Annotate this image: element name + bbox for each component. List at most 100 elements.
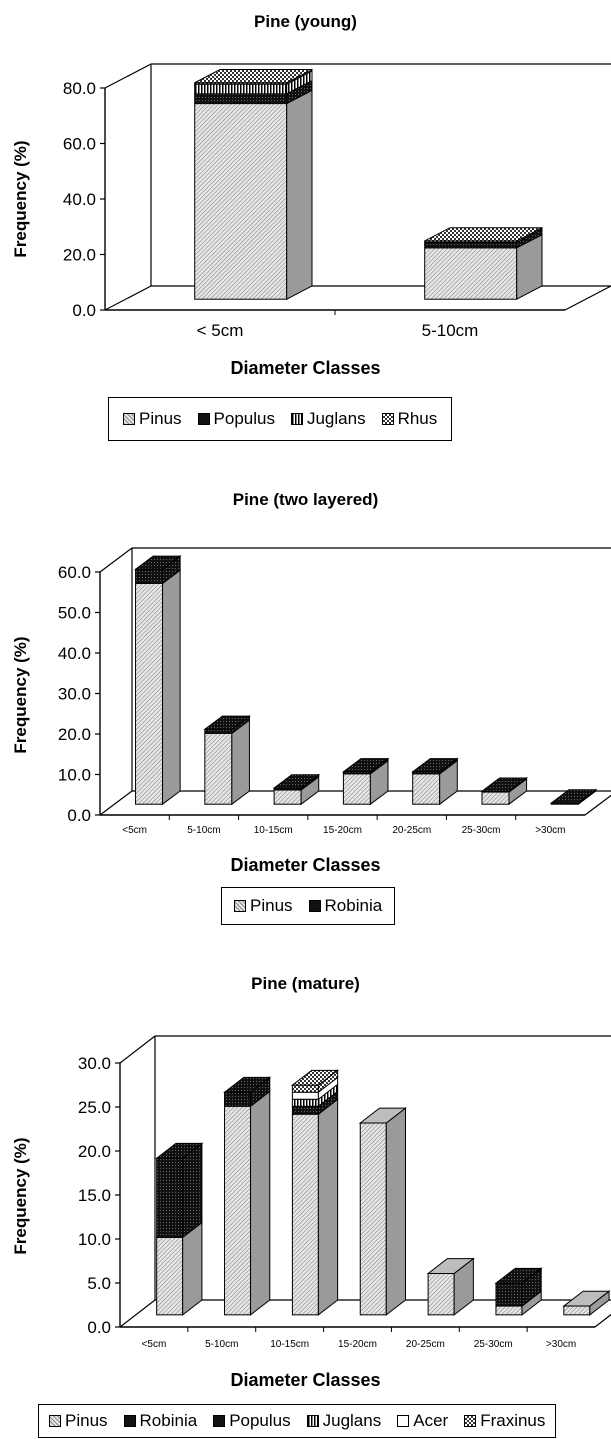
legend-item-populus: Populus xyxy=(197,409,275,429)
bar-stack-15-20cm xyxy=(341,757,390,806)
legend-swatch-juglans xyxy=(306,1415,319,1427)
y-tick-label: 25.0 xyxy=(78,1098,111,1117)
y-tick-label: 30.0 xyxy=(78,1054,111,1073)
chart-pine-young: 0.0 20.0 40.0 60.0 80.0 Frequency (%) < 5cm 5-1… xyxy=(11,63,611,340)
chart-title: Pine (young) xyxy=(254,12,357,31)
bar-stack-20-25cm xyxy=(411,757,459,806)
chart-title: Pine (two layered) xyxy=(232,490,379,509)
y-tick-label: 20.0 xyxy=(58,725,91,744)
x-axis-label: Diameter Classes xyxy=(230,855,381,875)
bar-20-25cm-robinia-top xyxy=(411,758,459,773)
legend-label-juglans: Juglans xyxy=(306,409,366,428)
legend-label-acer: Acer xyxy=(413,1411,449,1430)
legend-item-populus: Populus xyxy=(213,1411,291,1431)
legend-swatch-juglans xyxy=(290,413,303,425)
legend-swatch-acer xyxy=(397,1415,410,1427)
bar-stack-5cm xyxy=(134,555,182,806)
legend-item-juglans: Juglans xyxy=(306,1411,382,1431)
x-tick-label: 5-10cm xyxy=(205,1339,238,1350)
x-tick-label: 5-10cm xyxy=(422,321,479,340)
legend-label-rhus: Rhus xyxy=(397,409,438,428)
legend-label-populus: Populus xyxy=(229,1411,291,1430)
bar-5cm-pinus-side xyxy=(182,1221,203,1316)
legend-swatch-pinus xyxy=(234,900,246,912)
floor-right-edge xyxy=(584,794,611,816)
y-tick-label: 20.0 xyxy=(63,246,96,265)
bar-5-10cm-pinus-side xyxy=(250,1090,271,1316)
x-tick-label: >30cm xyxy=(546,1339,576,1350)
y-tick-label: 0.0 xyxy=(72,301,96,320)
bar-5cm-robinia-top xyxy=(134,555,182,570)
bar-stack-15-20cm xyxy=(358,1107,407,1316)
y-tick-label: 30.0 xyxy=(58,685,91,704)
legend-label-juglans: Juglans xyxy=(322,1411,382,1430)
y-tick-label: 60.0 xyxy=(63,135,96,154)
floor-left-edge xyxy=(104,285,152,311)
legend: Pinus Robinia Populus Juglans Acer Fraxinus xyxy=(38,1404,557,1438)
bar-stack-5-10cm xyxy=(424,226,543,301)
bar-10-15cm-acer xyxy=(291,1091,319,1100)
bar-30cm-pinus-top xyxy=(562,1290,611,1307)
legend-swatch-robinia xyxy=(308,900,321,912)
legend-item-acer: Acer xyxy=(397,1411,448,1431)
y-tick-label: 0.0 xyxy=(67,806,91,825)
bar-5cm-robinia-side xyxy=(182,1142,203,1239)
x-tick-label: 20-25cm xyxy=(392,825,431,836)
plot-top-depth-edge xyxy=(119,1035,156,1064)
bar-stack-10-15cm xyxy=(290,1069,340,1316)
plot-top-depth-edge xyxy=(104,63,152,89)
x-tick-label: 10-15cm xyxy=(270,1339,309,1350)
bar-15-20cm-pinus xyxy=(342,773,371,805)
legend-item-juglans: Juglans xyxy=(290,409,366,429)
bar-5cm-rhus-top xyxy=(194,69,313,84)
bar-5cm-robinia xyxy=(156,1157,184,1238)
bar-stack-25-30cm xyxy=(494,1267,543,1316)
bar-5cm-pinus xyxy=(194,103,288,300)
floor-right-edge xyxy=(564,285,611,311)
bar-25-30cm-robinia-top xyxy=(480,777,529,792)
legend: Pinus Robinia xyxy=(221,887,396,925)
y-tick-label: 5.0 xyxy=(87,1274,111,1293)
legend-label-pinus: Pinus xyxy=(65,1411,108,1430)
legend-label-pinus: Pinus xyxy=(139,409,182,428)
y-tick-label: 0.0 xyxy=(87,1318,111,1337)
y-tick-label: 10.0 xyxy=(58,766,91,785)
x-axis-label: Diameter Classes xyxy=(230,1370,381,1390)
bar-stack-5cm xyxy=(155,1142,204,1316)
legend-swatch-populus xyxy=(197,413,210,425)
bar-10-15cm-robinia xyxy=(291,1105,319,1115)
y-tick-label: 20.0 xyxy=(78,1142,111,1161)
bar-20-25cm-pinus-top xyxy=(426,1258,475,1274)
legend-item-robinia: Robinia xyxy=(123,1411,197,1431)
bar-5cm-pinus xyxy=(156,1236,184,1316)
floor-left-edge xyxy=(99,790,133,816)
x-tick-label: 5-10cm xyxy=(187,825,220,836)
bar-15-20cm-pinus xyxy=(359,1122,387,1316)
bar-stack-30cm xyxy=(562,1290,611,1316)
y-tick-label: 15.0 xyxy=(78,1186,111,1205)
x-tick-label: <5cm xyxy=(122,825,147,836)
chart-title: Pine (mature) xyxy=(251,974,360,993)
bar-stack-10-15cm xyxy=(272,773,321,806)
y-axis-label: Frequency (%) xyxy=(11,1137,30,1254)
bar-10-15cm-pinus xyxy=(291,1113,319,1316)
x-tick-label: 25-30cm xyxy=(462,825,501,836)
y-tick-label: 10.0 xyxy=(78,1230,111,1249)
bar-5-10cm-rhus-top xyxy=(424,227,543,242)
bar-stack-30cm xyxy=(549,788,598,806)
y-tick-label: 50.0 xyxy=(58,604,91,623)
legend-item-robinia: Robinia xyxy=(308,896,382,916)
legend-label-populus: Populus xyxy=(213,409,275,428)
floor-left-edge xyxy=(119,1299,156,1328)
legend-item-fraxinus: Fraxinus xyxy=(464,1411,545,1431)
bar-25-30cm-populus xyxy=(495,1282,523,1307)
legend-swatch-pinus xyxy=(49,1415,61,1427)
x-tick-label: 15-20cm xyxy=(323,825,362,836)
legend-swatch-rhus xyxy=(381,413,394,425)
x-tick-label: 15-20cm xyxy=(338,1339,377,1350)
legend: Pinus Populus Juglans Rhus xyxy=(108,397,453,441)
bar-30cm-robinia-top xyxy=(549,789,598,804)
y-tick-label: 40.0 xyxy=(58,644,91,663)
x-tick-label: 25-30cm xyxy=(474,1339,513,1350)
bar-10-15cm-fraxinus xyxy=(291,1084,319,1093)
